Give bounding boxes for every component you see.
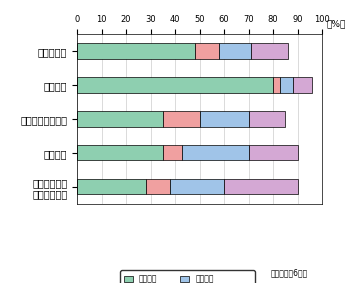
Text: （%）: （%） bbox=[327, 19, 346, 28]
Bar bbox=[280, 77, 293, 93]
Bar bbox=[248, 111, 285, 127]
Bar bbox=[199, 111, 248, 127]
Legend: 日本企業, アジア太平洋企業, 米州企業, 欧州・中東・アフリカ企業: 日本企業, アジア太平洋企業, 米州企業, 欧州・中東・アフリカ企業 bbox=[120, 271, 254, 283]
Bar bbox=[170, 179, 224, 194]
Bar bbox=[77, 179, 146, 194]
Bar bbox=[163, 111, 199, 127]
Bar bbox=[182, 145, 248, 160]
Bar bbox=[219, 43, 251, 59]
Bar bbox=[251, 43, 288, 59]
Bar bbox=[195, 43, 219, 59]
Bar bbox=[224, 179, 298, 194]
Bar bbox=[248, 145, 298, 160]
Bar bbox=[77, 111, 163, 127]
Bar bbox=[77, 43, 195, 59]
Text: 出典は付注6参照: 出典は付注6参照 bbox=[271, 268, 308, 277]
Bar bbox=[163, 145, 182, 160]
Bar bbox=[146, 179, 170, 194]
Bar bbox=[77, 77, 273, 93]
Bar bbox=[273, 77, 280, 93]
Bar bbox=[77, 145, 163, 160]
Bar bbox=[293, 77, 312, 93]
